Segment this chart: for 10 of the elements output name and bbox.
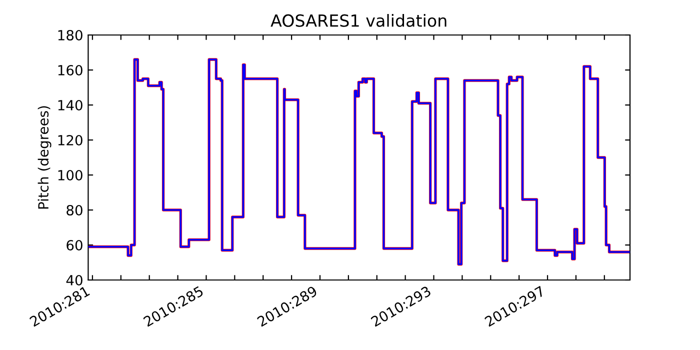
- y-tick-label: 100: [58, 170, 82, 180]
- y-tick-label: 80: [66, 204, 82, 216]
- y-tick-label: 60: [66, 240, 82, 250]
- y-tick-label: 180: [58, 30, 82, 40]
- y-tick-label: 140: [58, 100, 82, 110]
- y-tick-label: 40: [66, 274, 82, 286]
- y-tick-label: 120: [58, 134, 82, 146]
- y-axis-title: Pitch (degrees): [38, 106, 52, 209]
- y-tick-label: 160: [58, 64, 82, 76]
- chart-title: AOSARES1 validation: [270, 14, 446, 27]
